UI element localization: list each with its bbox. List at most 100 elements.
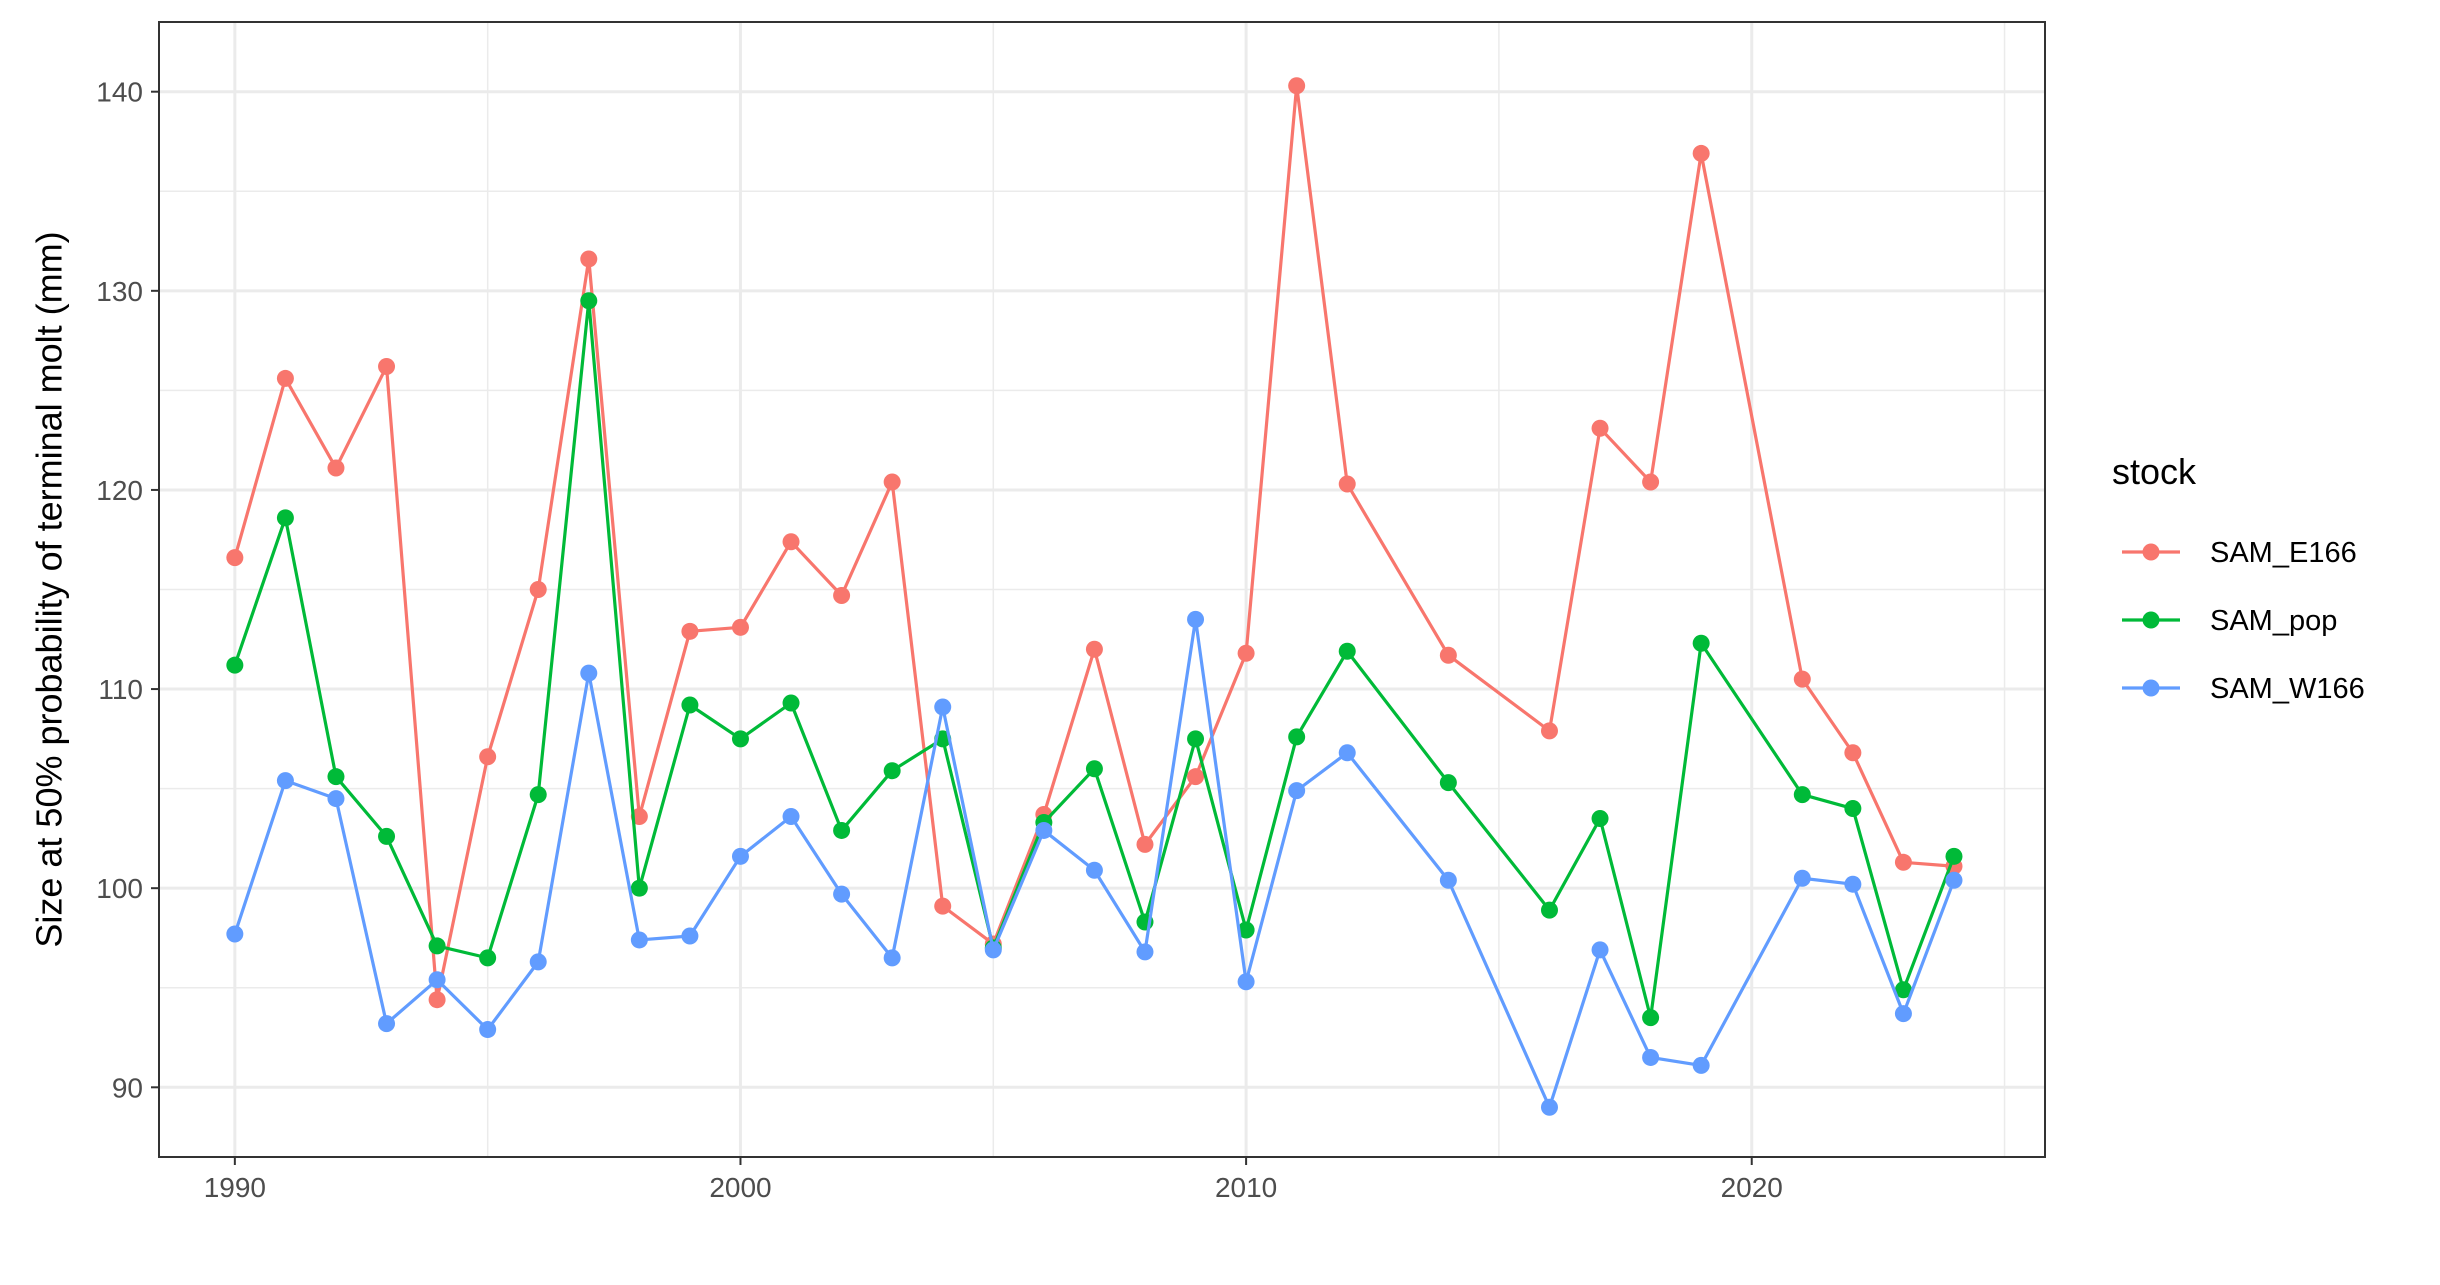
data-point [276,369,294,387]
data-point [681,927,699,945]
series-line [233,84,1955,1002]
series-SAM_W166 [226,610,1963,1116]
data-point [731,618,749,636]
data-point [428,937,446,955]
data-point [681,696,699,714]
x-tick-label: 2020 [1721,1172,1783,1203]
data-point [1793,786,1811,804]
data-point [1591,419,1609,437]
data-point [883,762,901,780]
data-point [276,772,294,790]
data-point [1136,943,1154,961]
data-point [1844,744,1862,762]
data-point [1136,835,1154,853]
tick-labels: 1990 2000 2010 2020 90 100 110 120 130 140 [96,77,1783,1203]
data-point [276,509,294,527]
legend-item: SAM_W166 [2122,673,2365,705]
legend: stock SAM_E166 SAM_pop SAM_W166 [2112,451,2365,705]
data-point [833,821,851,839]
data-point [1642,1009,1660,1027]
legend-key-point [2142,679,2160,697]
data-point [1338,642,1356,660]
data-point [1692,634,1710,652]
data-point [630,879,648,897]
data-point [1085,861,1103,879]
data-point [428,971,446,989]
series-line [233,299,1956,1020]
data-point [1894,1005,1912,1023]
data-point [1237,921,1255,939]
data-point [1793,670,1811,688]
data-point [731,730,749,748]
data-point [731,847,749,865]
data-point [782,694,800,712]
data-point [529,786,547,804]
data-point [580,664,598,682]
data-point [1288,77,1306,95]
data-point [833,586,851,604]
data-point [327,768,345,786]
data-point [1692,144,1710,162]
data-point [1844,875,1862,893]
data-point [883,949,901,967]
legend-key-point [2142,543,2160,561]
data-point [833,885,851,903]
data-point [327,459,345,477]
y-tick-label: 130 [96,276,143,307]
data-point [479,949,497,967]
data-point [1187,610,1205,628]
data-point [1035,821,1053,839]
data-point [1945,871,1963,889]
data-point [226,656,244,674]
data-point [1085,760,1103,778]
major-gridlines [159,22,2045,1157]
legend-key-point [2142,611,2160,629]
x-tick-label: 2010 [1215,1172,1277,1203]
data-point [479,748,497,766]
data-point [1187,768,1205,786]
axis-ticks [151,90,1753,1165]
data-point [1187,730,1205,748]
data-point [529,953,547,971]
data-point [1085,640,1103,658]
legend-item: SAM_pop [2122,605,2337,637]
data-point [984,941,1002,959]
data-point [1591,941,1609,959]
data-point [1439,774,1457,792]
data-point [1793,869,1811,887]
data-point [1894,853,1912,871]
data-point [1894,981,1912,999]
y-tick-label: 100 [96,873,143,904]
legend-label: SAM_W166 [2210,673,2365,705]
data-point [1288,728,1306,746]
legend-title: stock [2112,451,2197,492]
data-point [226,549,244,567]
data-point [580,250,598,268]
legend-label: SAM_pop [2210,605,2337,637]
legend-label: SAM_E166 [2210,537,2357,569]
data-point [580,292,598,310]
y-tick-label: 90 [112,1072,143,1103]
plot-panel-border [158,21,2046,1158]
data-point [1692,1056,1710,1074]
data-point [1338,744,1356,762]
data-point [529,581,547,598]
data-point [1844,800,1862,818]
data-point [883,473,901,491]
data-point [1540,722,1558,740]
data-point [1540,901,1558,919]
data-point [378,1015,396,1033]
data-point [782,808,800,825]
x-tick-label: 2000 [709,1172,771,1203]
data-point [681,622,699,640]
data-point [630,931,648,949]
data-point [1642,473,1660,491]
y-tick-label: 140 [96,77,143,108]
data-point [1237,973,1255,991]
data-point [327,790,345,808]
series-SAM_pop [226,292,1963,1027]
data-point [1642,1048,1660,1066]
y-axis-title: Size at 50% probability of terminal molt… [29,231,70,947]
